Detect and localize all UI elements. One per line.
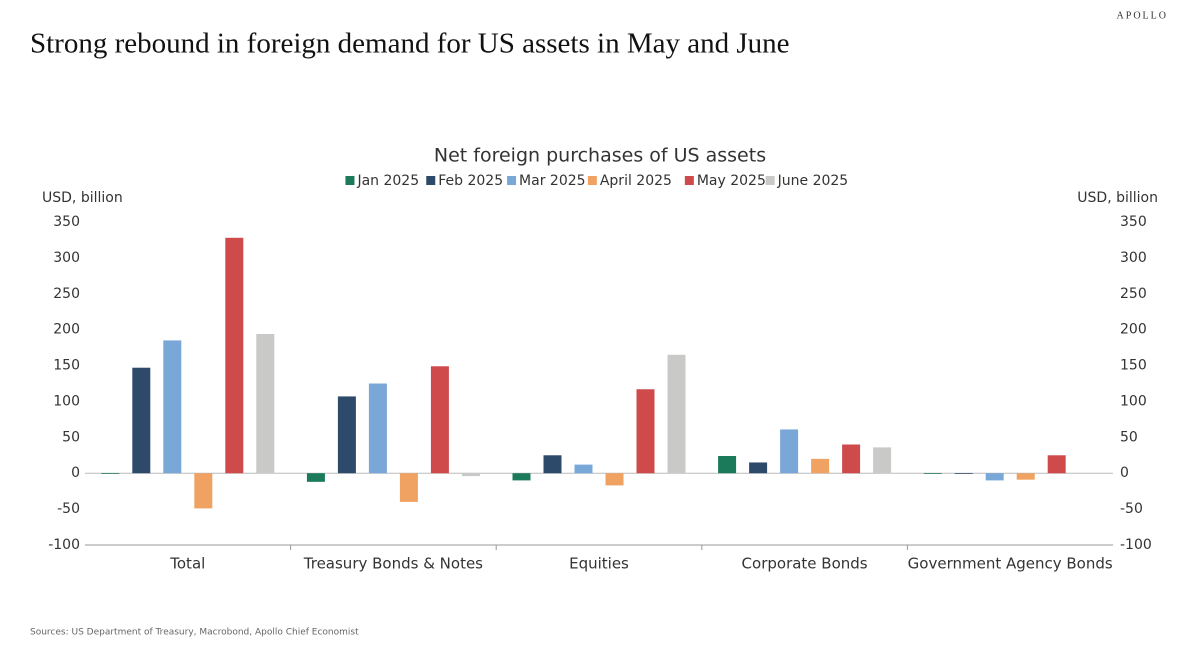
bar [605, 473, 624, 486]
x-tick-label: Corporate Bonds [742, 555, 868, 573]
y2-tick-label: 250 [1120, 286, 1147, 302]
bar [923, 473, 942, 474]
bar [430, 366, 449, 474]
y-tick-label: 50 [62, 429, 80, 445]
bar [256, 333, 275, 474]
bar [954, 473, 973, 474]
y-tick-label: 300 [53, 250, 80, 266]
y-tick-label: 0 [71, 465, 80, 481]
y2-tick-label: 350 [1120, 214, 1147, 230]
bar [811, 458, 830, 474]
y2-tick-label: 50 [1120, 429, 1138, 445]
bar [399, 473, 418, 502]
brand: APOLLO [1117, 10, 1168, 21]
y2-axis-label: USD, billion [1077, 190, 1158, 206]
bar [225, 237, 244, 474]
legend-label: Feb 2025 [438, 173, 503, 189]
legend-label: April 2025 [600, 173, 672, 189]
legend-swatch [507, 176, 517, 185]
legend-swatch [587, 176, 597, 185]
y-tick-label: 200 [53, 322, 80, 338]
bar [194, 473, 213, 509]
y-tick-label: 350 [53, 214, 80, 230]
y-tick-label: 150 [53, 358, 80, 374]
y2-tick-label: -100 [1120, 537, 1152, 553]
bar [1016, 473, 1035, 480]
x-tick-label: Total [169, 555, 205, 573]
legend-label: June 2025 [777, 173, 849, 189]
bar [574, 464, 593, 474]
legend-swatch [684, 176, 694, 185]
bar [132, 367, 151, 474]
bar [842, 444, 861, 474]
bar [1047, 455, 1066, 474]
bar [780, 429, 799, 474]
y-tick-label: 250 [53, 286, 80, 302]
bar [873, 447, 892, 474]
bar [461, 473, 480, 477]
x-tick-label: Government Agency Bonds [908, 555, 1113, 573]
bar [985, 473, 1004, 481]
bar [718, 455, 737, 474]
bar [636, 389, 655, 474]
source: Sources: US Department of Treasury, Macr… [30, 628, 359, 638]
bar [749, 462, 768, 474]
y-tick-label: 100 [53, 393, 80, 409]
y2-tick-label: 100 [1120, 393, 1147, 409]
legend-swatch [426, 176, 436, 185]
y-tick-label: -50 [57, 501, 80, 517]
chart-title: Net foreign purchases of US assets [434, 145, 766, 167]
x-tick-label: Equities [569, 555, 629, 573]
y2-tick-label: -50 [1120, 501, 1143, 517]
bar [163, 340, 182, 474]
bar [667, 354, 686, 474]
legend-label: Jan 2025 [356, 173, 419, 189]
bar [306, 473, 325, 482]
y2-tick-label: 150 [1120, 358, 1147, 374]
y2-tick-label: 300 [1120, 250, 1147, 266]
bar [101, 473, 120, 474]
y2-tick-label: 200 [1120, 322, 1147, 338]
y2-tick-label: 0 [1120, 465, 1129, 481]
y-tick-label: -100 [48, 537, 80, 553]
bar [512, 473, 531, 481]
legend-label: Mar 2025 [519, 173, 586, 189]
legend-label: May 2025 [697, 173, 766, 189]
bar [337, 396, 356, 474]
legend-swatch [345, 176, 355, 185]
x-tick-label: Treasury Bonds & Notes [303, 555, 483, 573]
bar [543, 455, 562, 474]
headline: Strong rebound in foreign demand for US … [30, 28, 790, 60]
legend-swatch [765, 176, 775, 185]
y-axis-label: USD, billion [42, 190, 123, 206]
bar [368, 383, 387, 474]
